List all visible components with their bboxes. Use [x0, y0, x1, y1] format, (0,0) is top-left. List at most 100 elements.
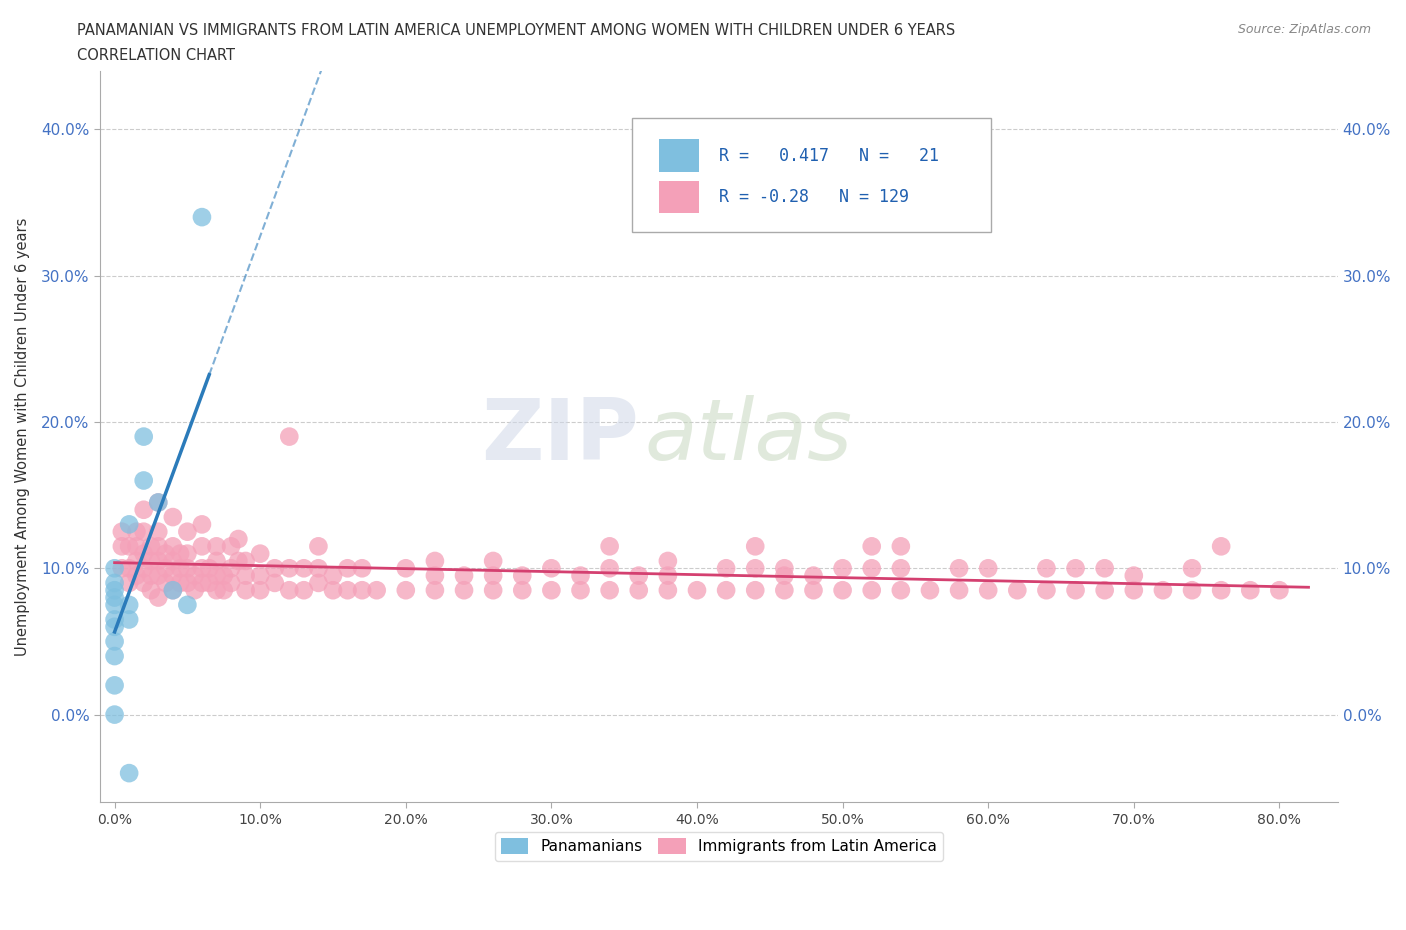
Point: [686, 583, 709, 598]
Point: [1007, 583, 1029, 598]
Point: [423, 553, 446, 568]
Point: [103, 591, 125, 605]
Point: [423, 568, 446, 583]
Point: [599, 538, 621, 553]
Point: [1181, 583, 1204, 598]
Point: [176, 597, 198, 612]
Point: [540, 561, 562, 576]
Point: [1094, 561, 1116, 576]
Point: [249, 546, 271, 561]
Point: [773, 561, 796, 576]
Point: [125, 538, 148, 553]
Point: [831, 583, 853, 598]
Point: [1211, 583, 1233, 598]
Point: [176, 525, 198, 539]
Point: [176, 546, 198, 561]
Point: [860, 583, 883, 598]
Point: [198, 561, 221, 576]
Point: [803, 568, 825, 583]
Point: [235, 553, 257, 568]
Point: [744, 538, 766, 553]
Point: [103, 634, 125, 649]
Point: [1122, 568, 1144, 583]
Point: [125, 525, 148, 539]
Point: [118, 538, 141, 553]
Point: [1035, 583, 1057, 598]
Point: [103, 583, 125, 598]
Text: CORRELATION CHART: CORRELATION CHART: [77, 48, 235, 63]
Point: [977, 561, 1000, 576]
Point: [890, 561, 912, 576]
Point: [118, 517, 141, 532]
Point: [803, 583, 825, 598]
Point: [103, 597, 125, 612]
Point: [183, 568, 205, 583]
Point: [977, 583, 1000, 598]
Point: [263, 576, 285, 591]
Point: [132, 525, 155, 539]
Point: [219, 538, 242, 553]
Point: [948, 583, 970, 598]
Point: [219, 576, 242, 591]
Point: [1181, 561, 1204, 576]
Point: [352, 561, 374, 576]
Point: [773, 568, 796, 583]
Point: [162, 583, 184, 598]
Point: [162, 583, 184, 598]
Point: [714, 583, 737, 598]
Point: [831, 561, 853, 576]
Point: [569, 568, 592, 583]
Point: [249, 583, 271, 598]
Point: [205, 568, 228, 583]
Point: [292, 561, 315, 576]
Point: [169, 546, 191, 561]
Point: [183, 583, 205, 598]
Text: atlas: atlas: [644, 395, 852, 478]
Point: [395, 561, 418, 576]
Point: [191, 576, 214, 591]
Point: [366, 583, 388, 598]
Point: [132, 502, 155, 517]
Point: [155, 546, 177, 561]
Point: [235, 583, 257, 598]
Point: [176, 561, 198, 576]
Point: [307, 538, 329, 553]
Point: [148, 553, 170, 568]
Point: [139, 538, 162, 553]
Point: [132, 473, 155, 488]
Point: [453, 583, 475, 598]
Point: [1035, 561, 1057, 576]
Point: [118, 612, 141, 627]
Point: [510, 583, 533, 598]
Point: [249, 568, 271, 583]
Point: [278, 583, 301, 598]
Point: [228, 553, 250, 568]
Point: [714, 561, 737, 576]
Point: [510, 568, 533, 583]
Bar: [659, 180, 699, 214]
Point: [918, 583, 941, 598]
Point: [860, 561, 883, 576]
Point: [482, 553, 505, 568]
Point: [103, 619, 125, 634]
Point: [111, 525, 134, 539]
Point: [162, 510, 184, 525]
Point: [103, 561, 125, 576]
Point: [599, 583, 621, 598]
Point: [569, 583, 592, 598]
Point: [111, 561, 134, 576]
Point: [169, 561, 191, 576]
Point: [191, 517, 214, 532]
Point: [890, 538, 912, 553]
Point: [1064, 561, 1087, 576]
Point: [235, 568, 257, 583]
Point: [278, 429, 301, 444]
Point: [155, 561, 177, 576]
Point: [278, 561, 301, 576]
Point: [1122, 583, 1144, 598]
Point: [205, 538, 228, 553]
Point: [148, 495, 170, 510]
Point: [191, 209, 214, 224]
Point: [103, 612, 125, 627]
Y-axis label: Unemployment Among Women with Children Under 6 years: Unemployment Among Women with Children U…: [15, 218, 30, 656]
